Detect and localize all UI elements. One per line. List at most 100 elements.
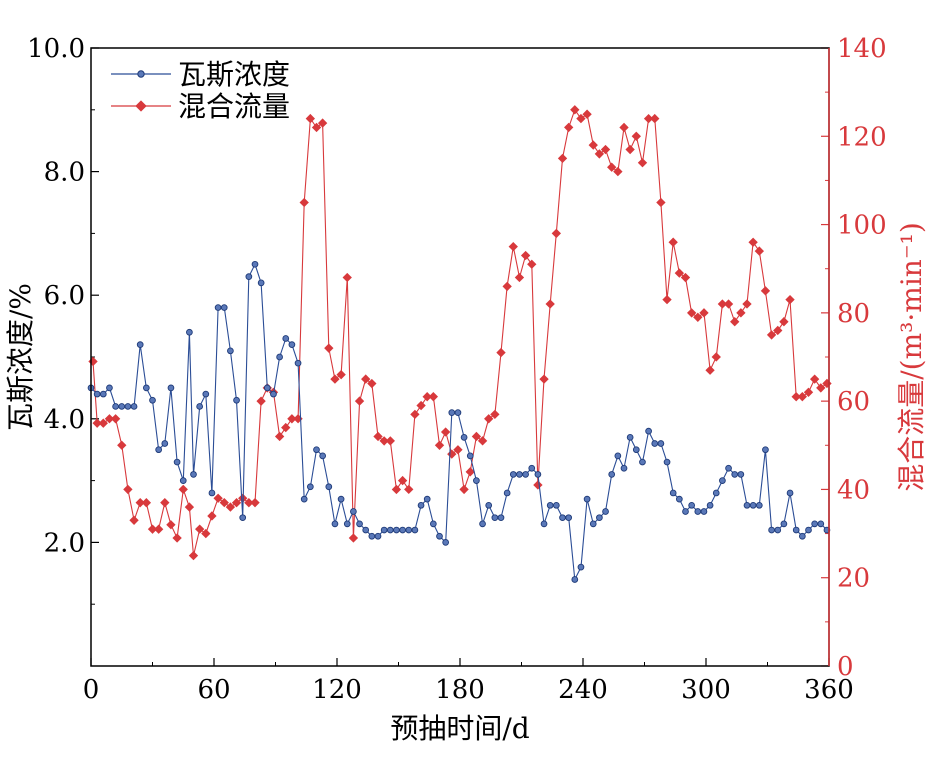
flow-point — [551, 228, 562, 239]
flow-point — [490, 409, 500, 420]
tick-layer — [90, 47, 830, 667]
legend-gas-marker — [137, 70, 145, 78]
gas-point — [540, 520, 548, 528]
y-right-tick-label: 20 — [837, 564, 870, 594]
gas-point — [263, 384, 271, 392]
flow-point — [188, 550, 199, 561]
gas-point — [417, 501, 425, 509]
gas-point — [294, 359, 302, 367]
gas-point — [675, 495, 683, 503]
flow-point — [397, 475, 408, 486]
flow-point — [533, 480, 543, 490]
gas-point — [276, 353, 283, 361]
flow-point — [250, 498, 260, 508]
flow-point — [201, 528, 211, 539]
gas-point — [136, 341, 144, 348]
gas-point — [657, 440, 665, 447]
gas-point — [374, 532, 382, 540]
flow-point — [434, 440, 445, 450]
flow-point — [330, 374, 340, 384]
gas-point — [257, 279, 265, 287]
gas-point — [161, 440, 169, 447]
gas-point — [331, 520, 339, 528]
flow-point — [147, 524, 158, 534]
gas-point — [149, 396, 156, 404]
x-tick-label: 60 — [197, 675, 230, 705]
flow-point — [385, 436, 395, 446]
x-tick-label: 120 — [312, 675, 362, 705]
flow-point — [711, 352, 721, 362]
x-tick-label: 180 — [435, 675, 485, 705]
gas-point — [639, 458, 646, 466]
gas-point — [362, 526, 370, 534]
gas-point — [300, 495, 308, 503]
gas-point — [491, 514, 499, 522]
flow-point — [699, 308, 709, 318]
flow-point — [361, 374, 371, 384]
gas-point — [220, 304, 228, 311]
flow-point — [662, 294, 672, 305]
gas-point — [307, 483, 314, 491]
gas-point — [460, 433, 468, 441]
gas-point — [786, 489, 794, 497]
flow-point — [98, 418, 108, 428]
flow-point — [207, 511, 217, 521]
gas-point — [565, 514, 573, 522]
gas-point — [749, 501, 757, 509]
y-right-axis-label: 混合流量/(m³·min⁻¹) — [895, 222, 928, 492]
flow-point — [299, 197, 309, 208]
flow-point — [391, 484, 402, 495]
gas-point — [233, 396, 240, 404]
gas-point — [682, 508, 689, 515]
flow-point — [816, 383, 826, 393]
flow-point — [766, 330, 777, 340]
flow-point — [367, 378, 377, 389]
gas-point — [282, 335, 290, 342]
flow-point — [104, 414, 115, 424]
gas-point — [436, 532, 443, 540]
gas-point — [190, 471, 197, 478]
gas-point — [645, 427, 652, 435]
gas-point — [99, 390, 107, 398]
tick-label-layer: 0 60 120 180 240 300 360 2.0 4.0 6.0 8.0 10.0 0 20 40 6… — [27, 34, 887, 705]
x-tick-label: 0 — [83, 675, 100, 705]
gas-point — [589, 520, 597, 528]
y-left-tick-label: 2.0 — [44, 528, 85, 558]
flow-point — [496, 347, 506, 358]
gas-point — [356, 520, 363, 528]
flow-point — [416, 400, 426, 411]
flow-point — [779, 317, 789, 327]
flow-point — [135, 498, 145, 508]
flow-point — [625, 144, 635, 155]
y-right-tick-label: 100 — [837, 211, 887, 241]
gas-point — [577, 563, 585, 571]
gas-point — [350, 508, 357, 515]
gas-point — [743, 501, 751, 509]
gas-point — [479, 520, 486, 528]
gas-point — [602, 508, 609, 515]
gas-point — [93, 390, 101, 398]
flow-point — [453, 445, 463, 455]
gas-point — [497, 514, 505, 522]
gas-point — [651, 440, 659, 447]
gas-point — [688, 501, 696, 509]
gas-series — [87, 260, 831, 583]
flow-point — [471, 431, 482, 442]
gas-point — [270, 390, 277, 398]
gas-point — [179, 477, 187, 484]
gas-point — [423, 495, 431, 503]
gas-point — [454, 409, 462, 416]
gas-point — [124, 403, 132, 410]
gas-point — [719, 477, 726, 484]
gas-point — [669, 489, 677, 497]
flow-point — [244, 498, 254, 508]
flow-point — [576, 113, 586, 124]
gas-point — [393, 526, 400, 534]
gas-point — [596, 514, 603, 522]
flow-point — [342, 272, 352, 283]
gas-point — [143, 384, 150, 392]
flow-point — [459, 484, 469, 495]
gas-point — [559, 514, 566, 522]
gas-point — [626, 433, 634, 441]
flow-point — [484, 414, 494, 424]
